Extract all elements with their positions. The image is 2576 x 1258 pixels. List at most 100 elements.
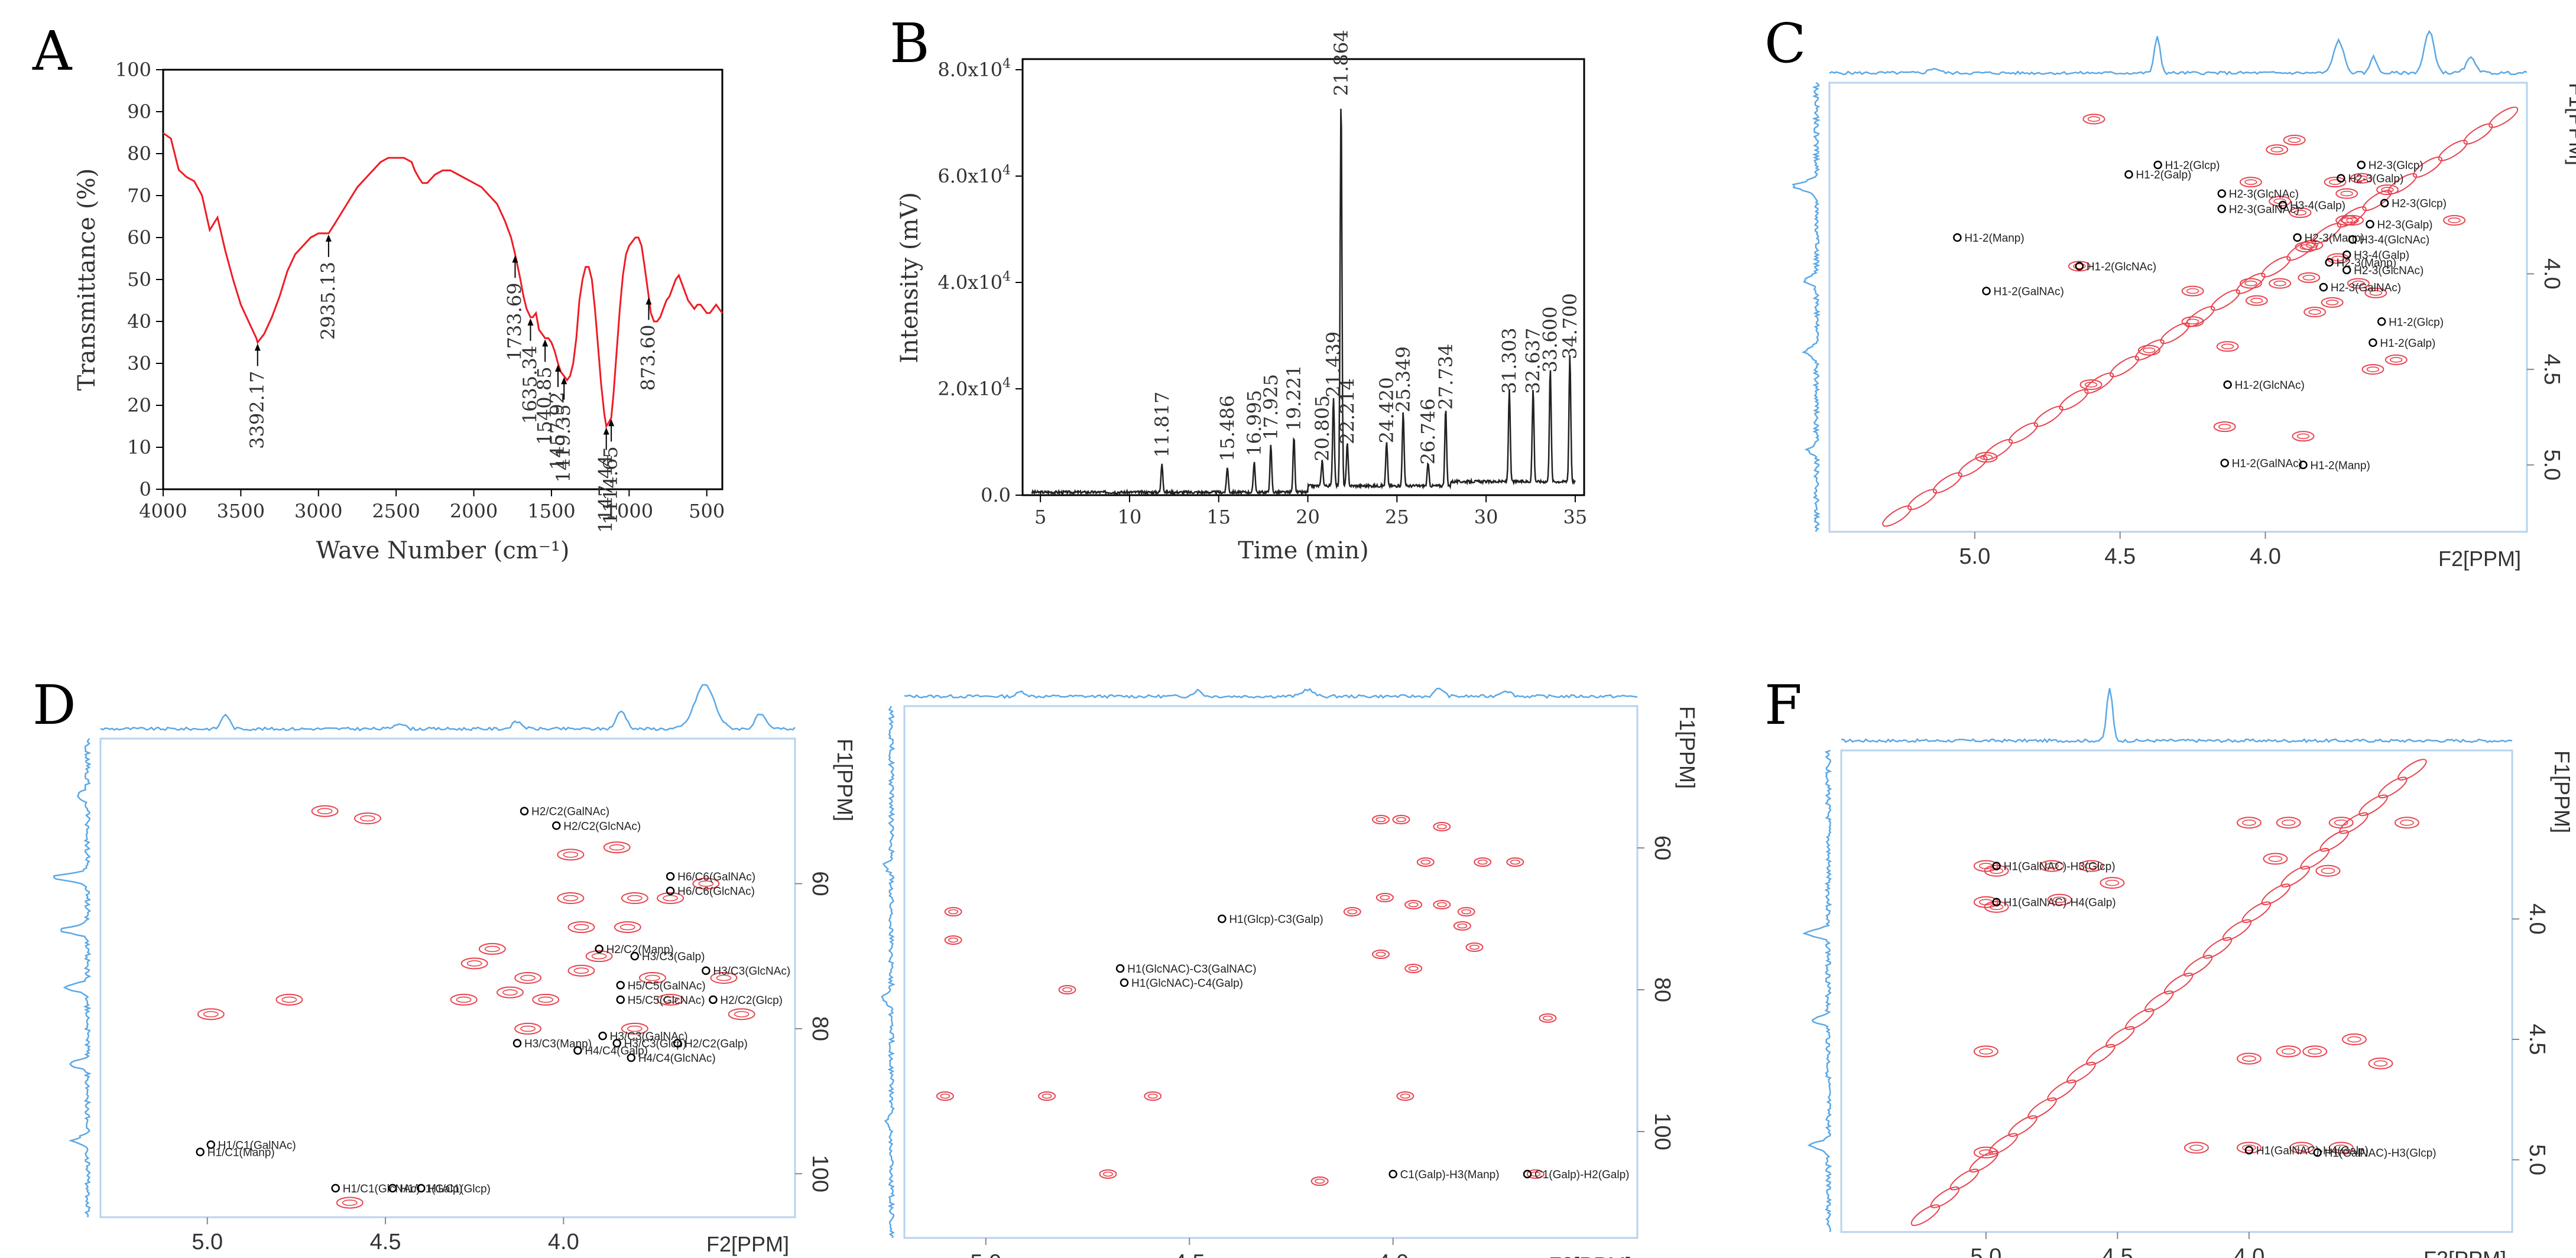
crosspeak-contour-inner — [2084, 863, 2098, 869]
peak-label: 1147.44 — [595, 455, 617, 533]
assignment-marker — [2293, 233, 2302, 242]
crosspeak-contour-inner — [2073, 263, 2086, 269]
crosspeak-contour — [692, 877, 720, 890]
crosspeak-contour — [2364, 287, 2387, 298]
left-projection-trace — [53, 738, 92, 1218]
y-tick-label: 100 — [1650, 1113, 1675, 1150]
peak-label: 33.600 — [1539, 307, 1562, 373]
crosspeak-contour — [2239, 278, 2262, 289]
crosspeak-contour — [2289, 207, 2312, 218]
crosspeak-contour-inner — [1989, 867, 2004, 875]
diagonal-contour — [1983, 438, 2013, 460]
panel-letter-b: B — [890, 12, 930, 75]
crosspeak-contour-inner — [940, 1093, 950, 1099]
crosspeak-contour-inner — [2366, 366, 2380, 372]
x-tick-label: 4.0 — [548, 1230, 579, 1254]
crosspeak-contour-inner — [360, 815, 375, 822]
assignment-label: H3-4(GlcNAc) — [2360, 234, 2429, 246]
crosspeak-contour — [614, 921, 641, 934]
assignment-marker — [1120, 978, 1129, 987]
crosspeak-contour — [728, 1008, 755, 1020]
assignment-marker — [206, 1140, 216, 1149]
x-axis-label: Time (min) — [1238, 537, 1368, 564]
crosspeak-contour — [2384, 354, 2408, 365]
assignment-marker — [2337, 174, 2345, 183]
assignment-label: H1-2(GlcNAc) — [2235, 379, 2305, 392]
crosspeak-contour — [557, 849, 585, 861]
crosspeak-contour-inner — [2334, 819, 2348, 826]
crosspeak-contour-inner — [520, 974, 536, 981]
assignment-marker — [2357, 160, 2366, 170]
assignment-label: H1/C1(GalNAc) — [218, 1139, 296, 1152]
assignment-label: H6/C6(GlcNAc) — [677, 886, 755, 898]
assignment-marker — [2366, 220, 2374, 229]
crosspeak-contour-inner — [1062, 987, 1073, 993]
peak-label: 22.214 — [1336, 378, 1358, 444]
peak-label: 1635.34 — [518, 346, 541, 424]
diagonal-contour — [1907, 489, 1937, 511]
diagonal-contour — [2387, 173, 2418, 195]
crosspeak-contour — [2341, 214, 2364, 226]
crosspeak-contour-inner — [2084, 382, 2098, 388]
assignment-label: H1-2(Manp) — [2310, 460, 2370, 472]
spectrum-frame — [903, 705, 1639, 1239]
assignment-label: H2/C2(Manp) — [606, 944, 674, 956]
chromatogram-line — [1031, 109, 1576, 496]
crosspeak-contour — [514, 1022, 542, 1035]
crosspeak-contour-inner — [2288, 137, 2301, 143]
diagonal-contour — [2160, 323, 2190, 344]
assignment-label: H1-2(GlcNAc) — [2087, 261, 2156, 273]
crosspeak-contour-inner — [1315, 1178, 1325, 1184]
assignment-marker — [2299, 460, 2308, 470]
y-tick-label: 20 — [127, 394, 151, 417]
top-projection-trace — [904, 687, 1638, 699]
assignment-label: H1-2(Glcp) — [2389, 316, 2444, 329]
x-tick-label: 5.0 — [192, 1230, 223, 1254]
crosspeak-contour — [1526, 1169, 1545, 1179]
peak-label: 27.734 — [1435, 344, 1457, 410]
assignment-marker — [595, 944, 604, 954]
crosspeak-contour — [1038, 1091, 1056, 1101]
crosspeak-contour-inner — [2373, 1060, 2388, 1067]
crosspeak-contour — [1372, 950, 1390, 959]
crosspeak-contour-inner — [1979, 1149, 1993, 1156]
crosspeak-contour — [2047, 893, 2072, 906]
assignment-label: H1(GlcNAC)-C4(Galp) — [1131, 977, 1243, 990]
y-tick-label: 80 — [807, 1016, 832, 1041]
crosspeak-contour-inner — [2308, 309, 2321, 315]
top-projection-trace — [1841, 688, 2513, 743]
top-projection-trace — [100, 684, 796, 732]
crosspeak-contour — [275, 993, 303, 1006]
x-tick-label: 3000 — [294, 500, 342, 522]
crosspeak-contour-inner — [1477, 859, 1488, 865]
crosspeak-contour-inner — [1420, 859, 1431, 865]
assignment-label: H1/C1(GlcNAc) — [343, 1183, 420, 1195]
assignment-label: H1(GalNAC)-H4(Galp) — [2256, 1145, 2369, 1157]
peak-label: 873.60 — [637, 324, 659, 391]
peak-label: 1457.92 — [546, 392, 569, 470]
assignment-marker — [2278, 200, 2288, 210]
assignment-marker — [702, 966, 710, 975]
assignment-label: H2-3(Galp) — [2377, 219, 2433, 231]
crosspeak-contour — [1984, 901, 2009, 913]
y-tick-label: 80 — [127, 142, 151, 165]
assignment-label: H3-4(Galp) — [2354, 249, 2409, 262]
peak-label: 34.700 — [1559, 293, 1581, 359]
crosspeak-contour — [450, 993, 478, 1006]
crosspeak-contour — [1058, 985, 1076, 994]
assignment-label: H2/C2(Galp) — [684, 1038, 748, 1050]
crosspeak-contour — [2315, 864, 2341, 877]
crosspeak-contour — [2292, 431, 2315, 442]
crosspeak-contour-inner — [466, 960, 482, 967]
y-tick-label: 4.5 — [2525, 1024, 2549, 1055]
crosspeak-contour — [621, 1022, 648, 1035]
crosspeak-contour-inner — [2340, 190, 2353, 197]
spectrum-frame — [1828, 82, 2528, 533]
y-tick-label: 4.0x104 — [937, 269, 1011, 294]
crosspeak-contour — [657, 892, 684, 904]
crosspeak-contour — [2298, 272, 2321, 283]
crosspeak-contour — [1372, 815, 1390, 824]
crosspeak-contour-inner — [538, 996, 554, 1003]
peak-label: 16.995 — [1243, 390, 1266, 456]
